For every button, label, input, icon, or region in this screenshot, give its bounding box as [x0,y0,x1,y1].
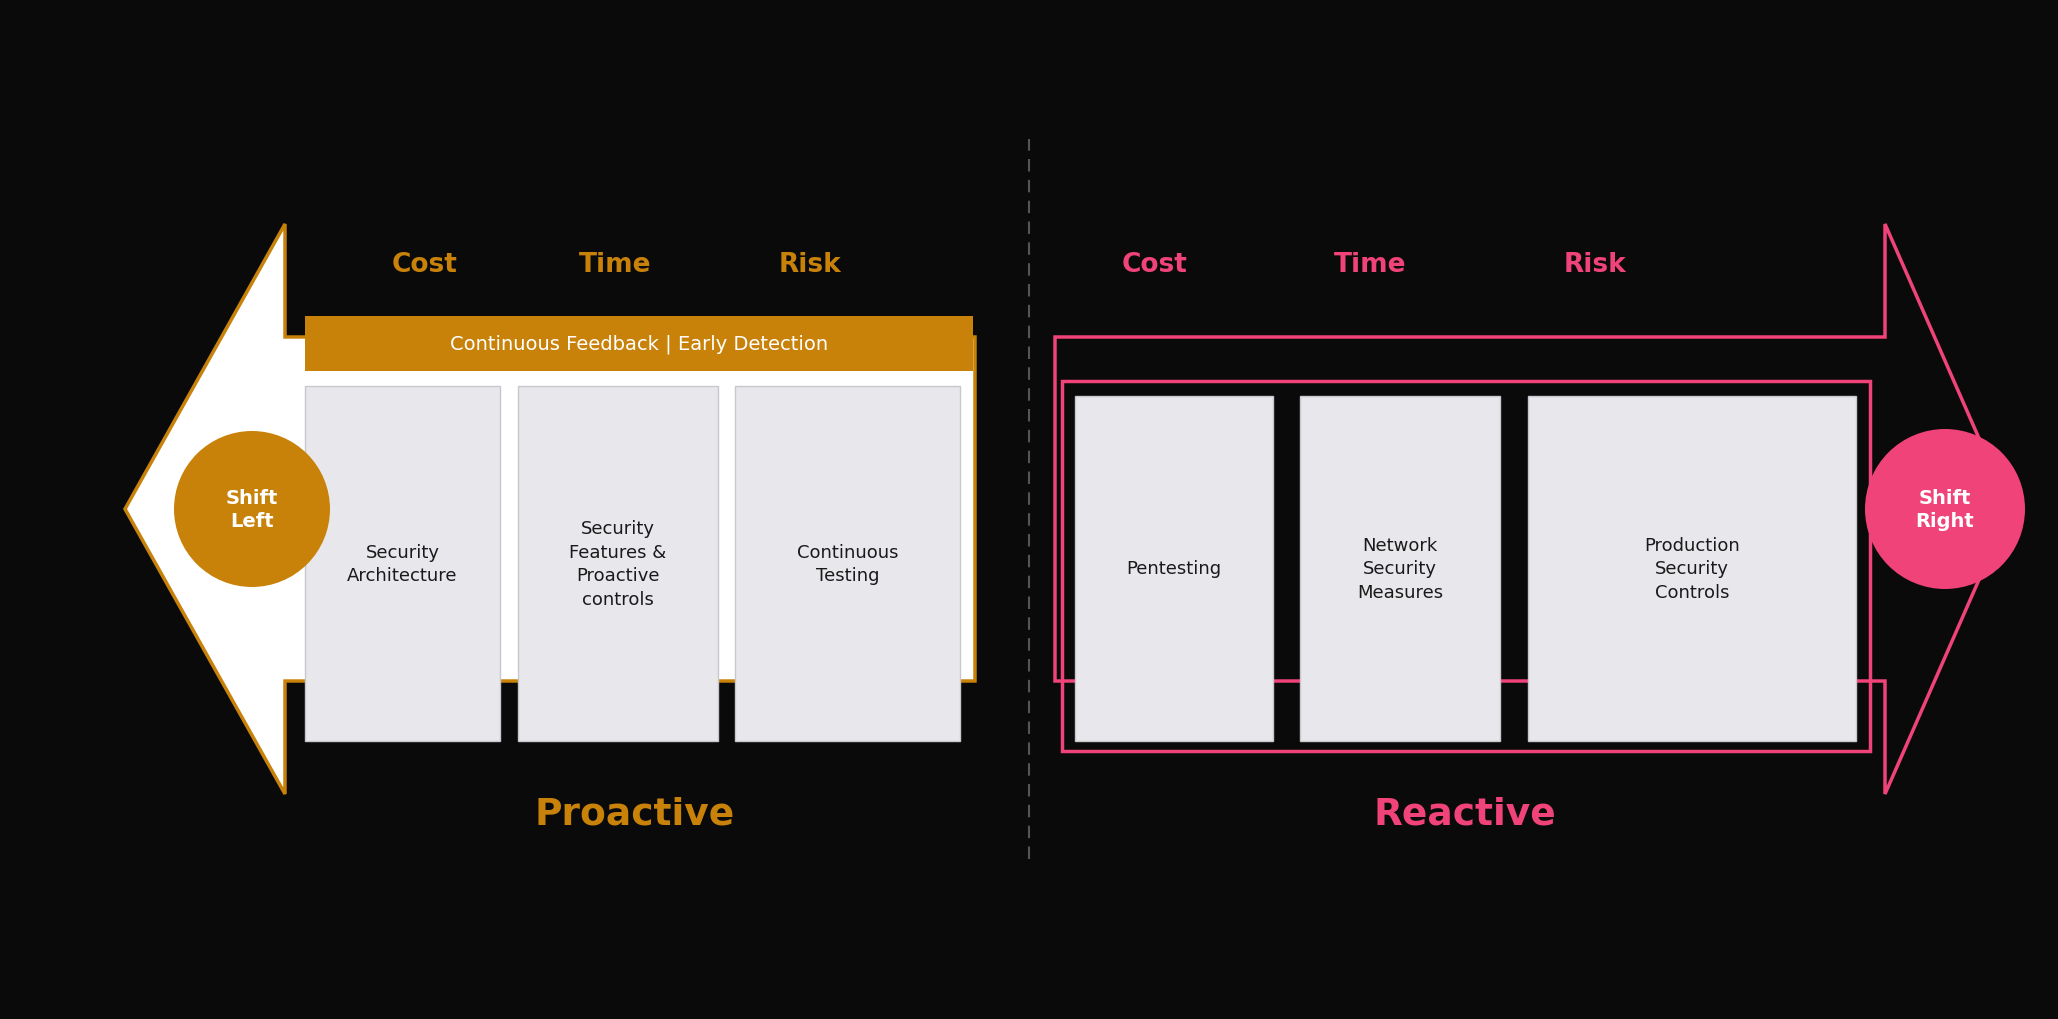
Text: Security
Features &
Proactive
controls: Security Features & Proactive controls [570,520,667,608]
FancyBboxPatch shape [305,386,500,741]
Text: Risk: Risk [778,252,842,278]
Text: Continuous
Testing: Continuous Testing [796,543,897,585]
Polygon shape [126,225,975,794]
Circle shape [175,432,329,587]
FancyBboxPatch shape [305,317,973,372]
Text: Shift
Right: Shift Right [1916,488,1974,531]
FancyBboxPatch shape [519,386,718,741]
Text: Network
Security
Measures: Network Security Measures [1356,536,1443,601]
Text: Pentesting: Pentesting [1126,560,1222,578]
Text: Shift
Left: Shift Left [226,488,278,531]
Text: Time: Time [578,252,650,278]
Circle shape [1865,430,2025,589]
FancyBboxPatch shape [1527,396,1856,741]
Text: Risk: Risk [1564,252,1626,278]
Text: Time: Time [1334,252,1406,278]
Text: Proactive: Proactive [535,796,735,833]
Polygon shape [1056,225,2011,794]
Text: Security
Architecture: Security Architecture [348,543,457,585]
FancyBboxPatch shape [735,386,959,741]
Text: Reactive: Reactive [1373,796,1556,833]
FancyBboxPatch shape [1074,396,1274,741]
FancyBboxPatch shape [1301,396,1500,741]
Text: Production
Security
Controls: Production Security Controls [1644,536,1739,601]
Text: Cost: Cost [1122,252,1187,278]
Text: Cost: Cost [393,252,459,278]
Text: Continuous Feedback | Early Detection: Continuous Feedback | Early Detection [451,334,827,354]
